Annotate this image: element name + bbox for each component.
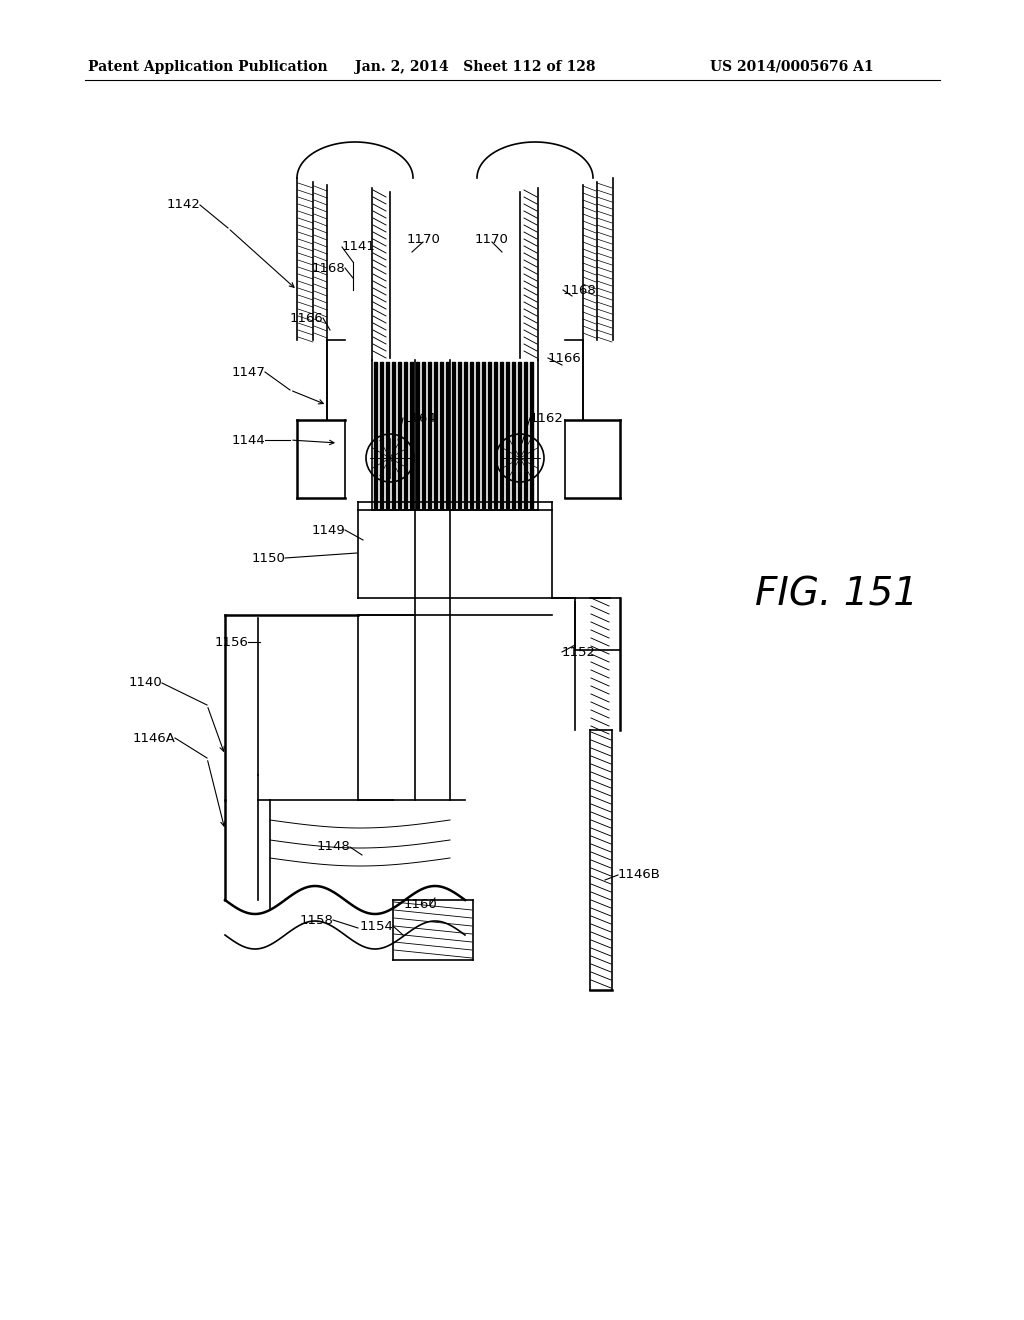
Text: 1158: 1158 [299, 913, 333, 927]
Text: 1168: 1168 [311, 261, 345, 275]
Text: 1149: 1149 [311, 524, 345, 536]
Text: 1146B: 1146B [618, 869, 660, 882]
Text: 1162: 1162 [530, 412, 564, 425]
Text: US 2014/0005676 A1: US 2014/0005676 A1 [710, 59, 873, 74]
Text: 1168: 1168 [563, 284, 597, 297]
Text: 1164: 1164 [403, 412, 437, 425]
Text: 1142: 1142 [166, 198, 200, 211]
Text: Patent Application Publication: Patent Application Publication [88, 59, 328, 74]
Text: Jan. 2, 2014   Sheet 112 of 128: Jan. 2, 2014 Sheet 112 of 128 [355, 59, 596, 74]
Text: 1150: 1150 [251, 552, 285, 565]
Text: 1170: 1170 [407, 234, 440, 246]
Text: 1160: 1160 [403, 898, 437, 911]
Text: 1144: 1144 [231, 433, 265, 446]
Text: 1152: 1152 [562, 645, 596, 659]
Text: 1166: 1166 [289, 312, 323, 325]
Text: FIG. 151: FIG. 151 [755, 576, 918, 614]
Text: 1166: 1166 [548, 351, 582, 364]
Text: 1156: 1156 [214, 635, 248, 648]
Text: 1140: 1140 [128, 676, 162, 689]
Text: 1154: 1154 [359, 920, 393, 932]
Text: 1146A: 1146A [132, 731, 175, 744]
Text: 1141: 1141 [342, 240, 376, 253]
Text: 1148: 1148 [316, 841, 350, 854]
Text: 1147: 1147 [231, 366, 265, 379]
Text: 1170: 1170 [475, 234, 509, 246]
